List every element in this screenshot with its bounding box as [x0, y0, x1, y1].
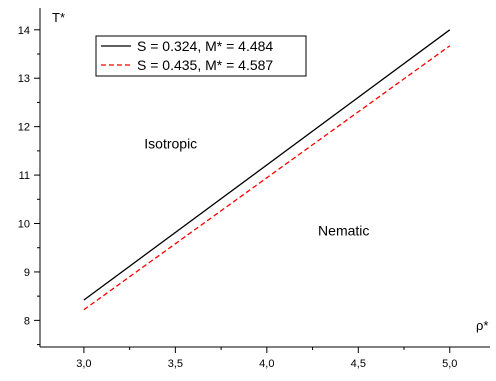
y-tick-label: 12: [18, 122, 30, 134]
legend-label-series-2: S = 0.435, M* = 4.587: [137, 57, 273, 73]
series-line-1: [83, 29, 451, 301]
series-line-2: [83, 45, 451, 311]
y-tick-label: 9: [24, 267, 30, 279]
x-tick-label: 5,0: [442, 358, 457, 370]
y-axis-label: T*: [52, 10, 65, 25]
annotations-group: Isotropic Nematic: [144, 135, 369, 238]
legend: S = 0.324, M* = 4.484 S = 0.435, M* = 4.…: [95, 35, 307, 77]
x-axis-label: ρ*: [476, 318, 488, 333]
y-tick-label: 10: [18, 219, 30, 231]
y-tick-label: 13: [18, 73, 30, 85]
tick-labels-group: 8 9 10 11 12 13 14 3,0 3,5 4,0 4,5 5,0: [18, 25, 458, 370]
series-group: [83, 29, 451, 311]
y-tick-label: 8: [24, 315, 30, 327]
x-tick-label: 4,5: [351, 358, 366, 370]
region-label-isotropic: Isotropic: [144, 135, 197, 151]
x-tick-label: 3,0: [76, 358, 91, 370]
x-tick-label: 3,5: [168, 358, 183, 370]
y-tick-label: 11: [19, 170, 30, 182]
legend-label-series-1: S = 0.324, M* = 4.484: [137, 38, 273, 54]
ticks-group: [34, 29, 451, 353]
legend-box: [95, 35, 307, 77]
x-tick-label: 4,0: [259, 358, 274, 370]
y-tick-label: 14: [18, 25, 30, 37]
region-label-nematic: Nematic: [318, 223, 369, 239]
